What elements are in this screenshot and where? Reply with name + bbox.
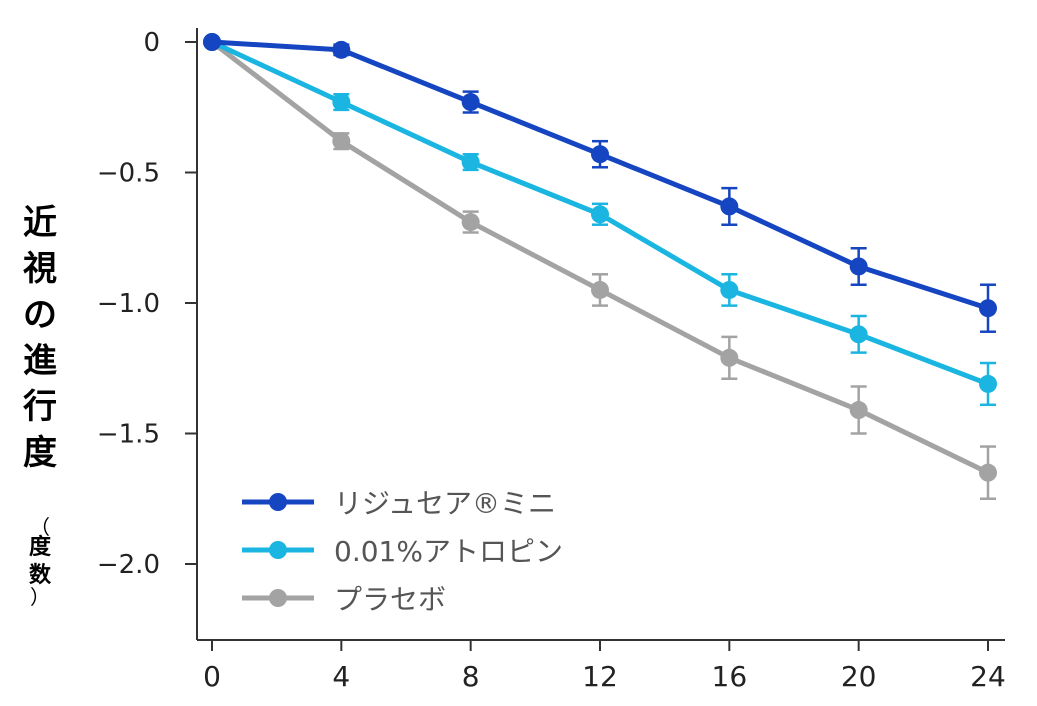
- series-line: [210, 40, 990, 475]
- data-point: [203, 33, 221, 51]
- data-point: [461, 213, 480, 232]
- series-1: [203, 33, 997, 407]
- data-point: [849, 325, 868, 344]
- y-ticks: 0 −0.5 −1.0 −1.5 −2.0: [97, 28, 197, 580]
- legend-label: 0.01%アトロピン: [334, 535, 563, 568]
- data-point: [591, 145, 609, 164]
- data-point: [591, 205, 609, 224]
- legend-marker: [269, 589, 287, 607]
- data-point: [720, 348, 739, 367]
- y-axis-label-char: の: [23, 295, 57, 335]
- y-axis-unit-char: 数: [28, 563, 51, 588]
- legend-label: リジュセア®ミニ: [334, 487, 556, 520]
- y-axis-unit-char: 度: [28, 535, 51, 560]
- x-ticks: 0 4 8 12 16 20 24: [203, 640, 1006, 693]
- legend-marker: [269, 541, 287, 559]
- x-tick-label: 4: [332, 660, 350, 693]
- data-point: [332, 40, 351, 59]
- data-point: [332, 132, 351, 151]
- y-axis-label-char: 近: [23, 203, 57, 243]
- data-point: [332, 93, 351, 112]
- x-tick-label: 20: [841, 660, 877, 693]
- x-tick-label: 8: [462, 660, 480, 693]
- axes: [196, 28, 1005, 641]
- x-tick-label: 24: [970, 660, 1006, 693]
- legend-marker: [269, 493, 287, 511]
- x-tick-label: 0: [203, 660, 221, 693]
- y-axis-label: 近 視 の 進 行 度: [18, 200, 62, 476]
- data-point: [461, 153, 480, 172]
- data-point: [720, 197, 739, 216]
- y-axis-unit: （ 度 数 ）: [20, 515, 60, 609]
- y-tick-label: −2.0: [97, 550, 160, 580]
- y-axis-unit-char: （: [30, 515, 50, 539]
- data-point: [849, 257, 868, 276]
- y-axis-label-char: 度: [23, 433, 57, 473]
- legend-label: プラセボ: [334, 583, 446, 616]
- y-tick-label: −0.5: [97, 159, 160, 189]
- x-tick-label: 16: [712, 660, 748, 693]
- series-line: [211, 39, 989, 311]
- y-tick-label: −1.0: [97, 289, 160, 319]
- data-point: [591, 280, 609, 299]
- series-group: [203, 33, 997, 500]
- y-tick-label: −1.5: [97, 420, 160, 450]
- data-point: [979, 374, 997, 393]
- y-axis-unit-char: ）: [30, 585, 50, 609]
- y-axis-label-char: 視: [23, 249, 57, 289]
- data-point: [979, 299, 997, 318]
- y-tick-label: 0: [143, 28, 160, 58]
- data-point: [979, 463, 997, 482]
- y-axis-label-char: 進: [23, 341, 57, 381]
- data-point: [720, 280, 739, 299]
- series-0: [203, 33, 997, 333]
- x-tick-label: 12: [582, 660, 618, 693]
- data-point: [849, 401, 868, 420]
- data-point: [461, 93, 480, 112]
- series-2: [203, 33, 997, 500]
- y-axis-label-char: 行: [23, 387, 57, 427]
